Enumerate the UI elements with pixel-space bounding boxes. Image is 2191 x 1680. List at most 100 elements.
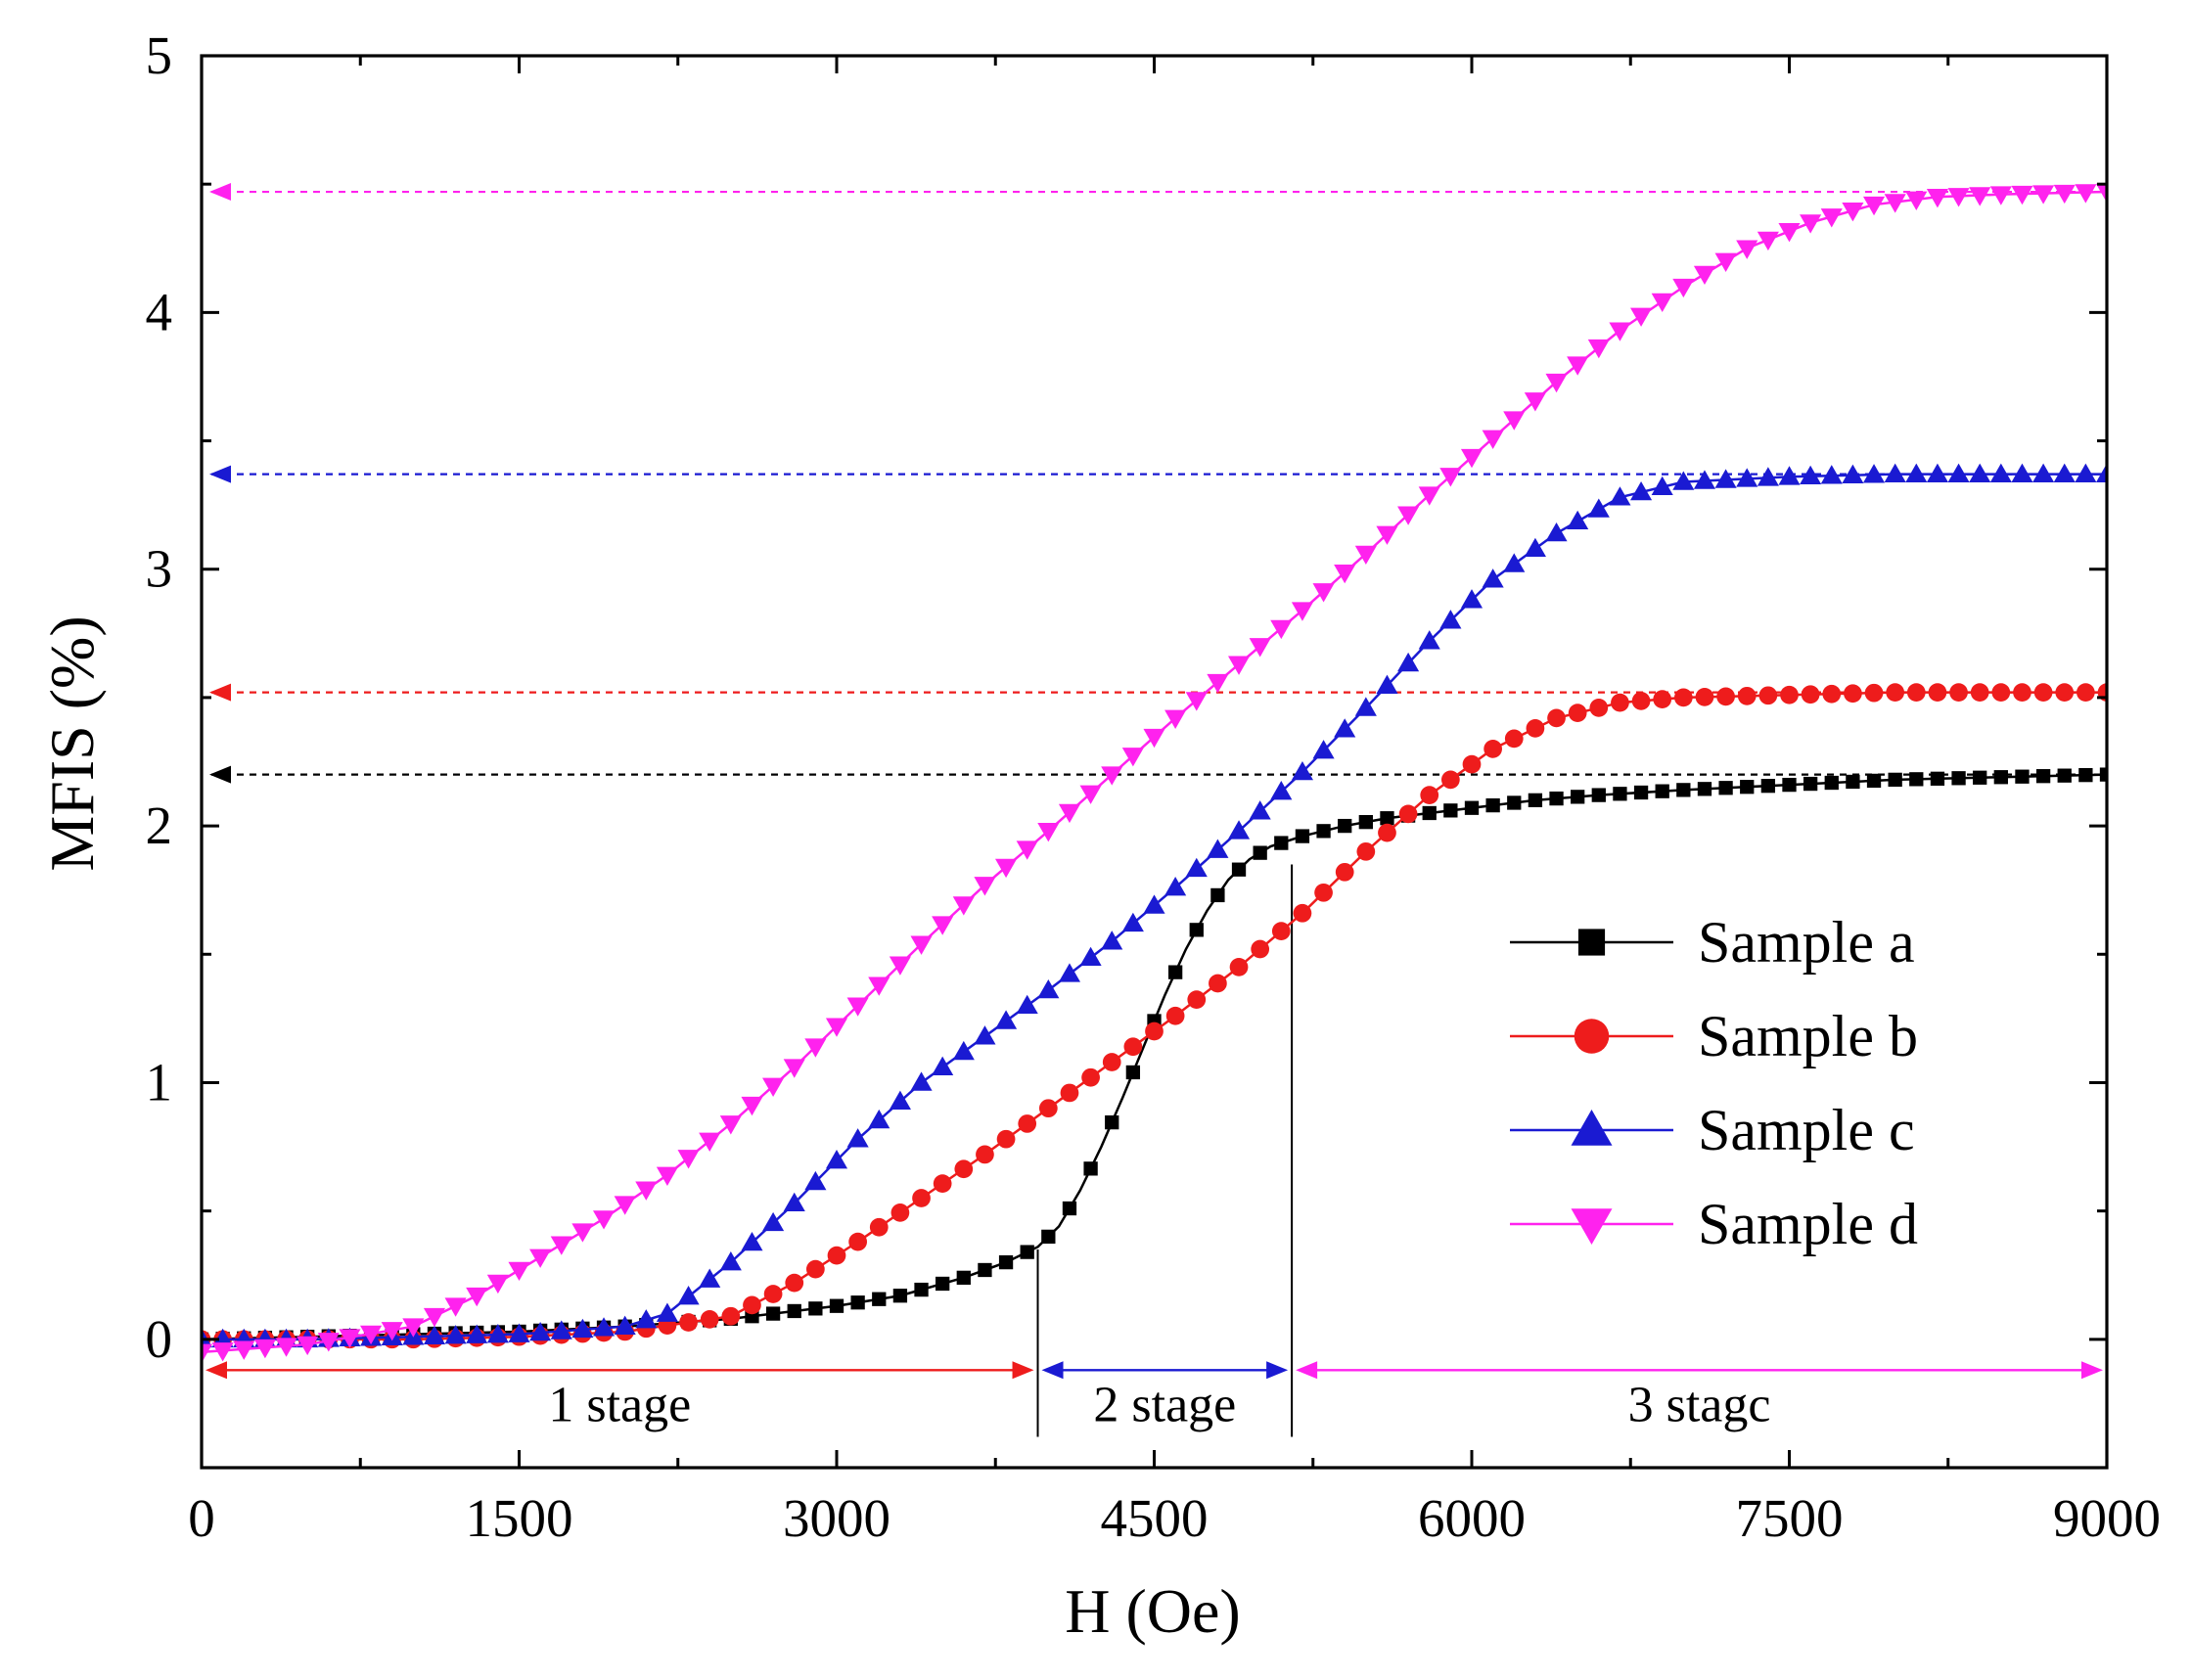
data-point: [829, 1298, 844, 1313]
legend-marker: [1574, 1019, 1610, 1054]
data-point: [806, 1259, 825, 1279]
data-point: [1441, 770, 1460, 790]
data-point: [1758, 686, 1778, 705]
data-point: [1631, 692, 1651, 710]
data-point: [1909, 772, 1924, 787]
data-point: [2075, 463, 2097, 482]
data-point: [1973, 770, 1987, 785]
x-axis-ticks: 0 1500 3000 4500 6000 7500 9000: [188, 56, 2161, 1548]
data-point: [1949, 683, 1968, 703]
data-point: [952, 896, 975, 916]
data-point: [890, 1203, 910, 1222]
data-point: [721, 1306, 741, 1326]
data-point: [804, 1038, 827, 1058]
data-point: [1460, 448, 1483, 469]
data-point: [1358, 815, 1373, 830]
data-point: [1060, 1083, 1079, 1103]
data-point: [1101, 766, 1123, 786]
data-point: [1016, 840, 1038, 860]
data-point: [1037, 823, 1060, 842]
data-point: [1482, 430, 1504, 449]
saturation-arrow: [209, 465, 231, 483]
data-point: [1862, 196, 1886, 216]
data-point: [827, 1246, 846, 1265]
data-point: [360, 1325, 383, 1345]
data-point: [1846, 774, 1860, 790]
stage-label: 1 stage: [548, 1377, 691, 1432]
data-point: [1460, 589, 1483, 609]
data-point: [571, 1318, 594, 1339]
series-sample-d: [202, 183, 2107, 1363]
data-point: [2013, 683, 2031, 703]
data-point: [1062, 1201, 1077, 1216]
data-point: [825, 1149, 848, 1169]
data-point: [1782, 777, 1797, 793]
data-point: [1018, 1114, 1037, 1133]
data-point: [889, 956, 911, 976]
data-point: [2095, 463, 2107, 482]
data-point: [741, 1096, 763, 1116]
data-point: [444, 1325, 467, 1344]
data-point: [1905, 463, 1928, 482]
data-point: [1524, 392, 1546, 412]
x-tick-label: 9000: [2053, 1488, 2161, 1548]
x-axis-title: H (Oe): [1065, 1576, 1240, 1646]
data-point: [1672, 471, 1695, 490]
data-point: [1291, 760, 1313, 781]
data-point: [1736, 240, 1758, 259]
data-point: [1397, 506, 1420, 525]
data-point: [1970, 683, 1989, 703]
y-tick-label: 5: [146, 25, 173, 85]
data-point: [1778, 222, 1801, 243]
data-point: [699, 1132, 721, 1152]
data-point: [825, 1018, 848, 1037]
data-point: [1844, 684, 1862, 704]
data-point: [932, 1056, 954, 1076]
legend-item: Sample b: [1510, 1004, 1918, 1068]
data-point: [1740, 780, 1755, 795]
data-point: [700, 1309, 719, 1329]
data-point: [1143, 728, 1165, 749]
data-point: [1824, 775, 1839, 791]
data-point: [1253, 845, 1267, 860]
legend-item: Sample a: [1510, 910, 1915, 975]
data-point: [952, 1040, 975, 1061]
data-point: [2053, 463, 2076, 482]
data-point: [1231, 862, 1247, 877]
data-point: [910, 1071, 933, 1091]
data-point: [1121, 912, 1144, 932]
data-point: [1587, 339, 1610, 359]
data-point: [933, 1174, 952, 1194]
data-point: [1334, 564, 1356, 584]
data-point: [1485, 797, 1500, 813]
data-point: [1443, 803, 1458, 818]
data-point: [1609, 486, 1631, 506]
data-point: [804, 1170, 827, 1191]
data-point: [1376, 674, 1398, 694]
data-point: [1504, 729, 1524, 749]
data-point: [466, 1324, 488, 1343]
data-point: [1105, 1114, 1119, 1130]
data-point: [1464, 800, 1480, 815]
x-tick-label: 1500: [466, 1488, 573, 1548]
data-point: [1905, 191, 1928, 210]
data-point: [1271, 922, 1291, 941]
data-point: [1270, 781, 1293, 800]
data-point: [656, 1302, 678, 1322]
data-point: [1356, 841, 1376, 861]
data-point: [868, 1109, 890, 1129]
data-point: [592, 1317, 616, 1337]
data-point: [1079, 785, 1102, 804]
legend-label: Sample d: [1698, 1192, 1918, 1256]
data-point: [763, 1285, 783, 1303]
legend: Sample a Sample b Sample c Sample d: [1510, 910, 1918, 1256]
stage-label: 3 stagc: [1628, 1377, 1771, 1432]
stage-label: 2 stage: [1093, 1377, 1236, 1432]
series-line: [202, 190, 2107, 1354]
data-point: [1568, 704, 1587, 723]
data-point: [1737, 686, 1757, 705]
data-point: [1185, 857, 1208, 878]
data-point: [1079, 946, 1102, 967]
data-point: [402, 1318, 425, 1338]
x-tick-label: 6000: [1418, 1488, 1526, 1548]
